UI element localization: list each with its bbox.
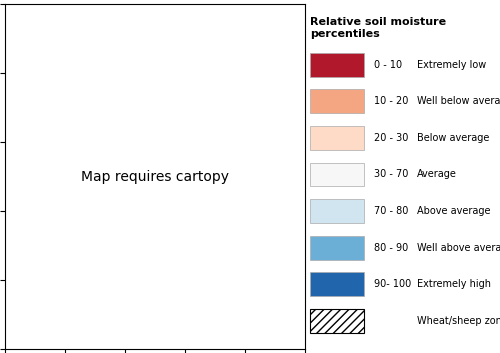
Text: 0 - 10: 0 - 10 xyxy=(374,60,402,70)
Text: 80 - 90: 80 - 90 xyxy=(374,243,408,253)
FancyBboxPatch shape xyxy=(310,273,364,296)
Text: Extremely low: Extremely low xyxy=(417,60,486,70)
Text: 90- 100: 90- 100 xyxy=(374,279,412,289)
Text: Above average: Above average xyxy=(417,206,490,216)
FancyBboxPatch shape xyxy=(310,53,364,77)
Text: Extremely high: Extremely high xyxy=(417,279,491,289)
Text: Relative soil moisture
percentiles: Relative soil moisture percentiles xyxy=(310,17,446,39)
Text: Wheat/sheep zone: Wheat/sheep zone xyxy=(417,316,500,326)
Text: 10 - 20: 10 - 20 xyxy=(374,96,408,106)
FancyBboxPatch shape xyxy=(310,163,364,186)
FancyBboxPatch shape xyxy=(310,199,364,223)
FancyBboxPatch shape xyxy=(310,309,364,333)
FancyBboxPatch shape xyxy=(310,89,364,113)
FancyBboxPatch shape xyxy=(310,236,364,259)
Text: Below average: Below average xyxy=(417,133,490,143)
Text: Well below average: Well below average xyxy=(417,96,500,106)
Text: 30 - 70: 30 - 70 xyxy=(374,169,408,179)
Text: 70 - 80: 70 - 80 xyxy=(374,206,408,216)
Text: 20 - 30: 20 - 30 xyxy=(374,133,408,143)
Text: Map requires cartopy: Map requires cartopy xyxy=(81,169,229,184)
Text: Average: Average xyxy=(417,169,457,179)
FancyBboxPatch shape xyxy=(310,126,364,150)
Text: Well above average: Well above average xyxy=(417,243,500,253)
